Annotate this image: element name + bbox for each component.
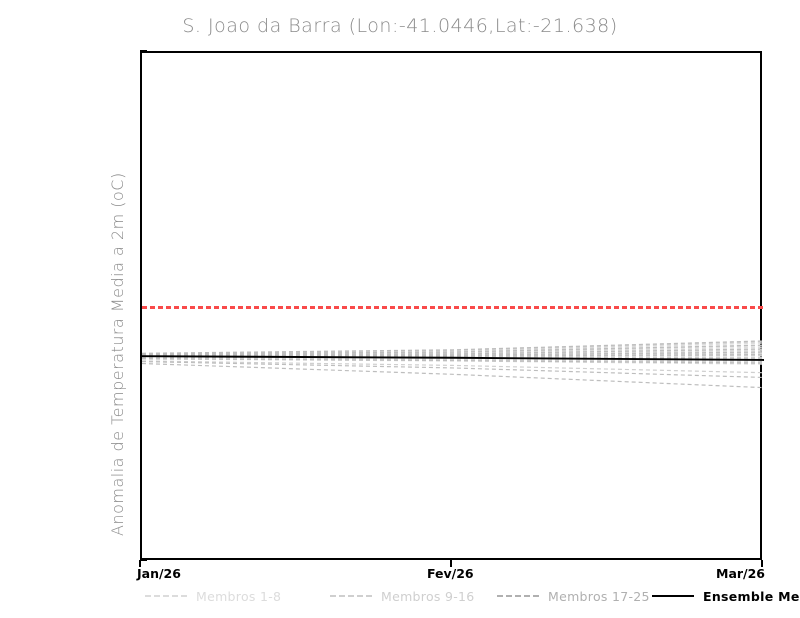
member-line — [142, 342, 764, 355]
member-line — [142, 358, 764, 364]
legend-label: Membros 17-25 — [548, 588, 650, 604]
member-line — [142, 360, 764, 379]
legend-label: Ensemble Mean — [703, 588, 800, 604]
member-line — [142, 346, 764, 356]
member-line — [142, 357, 764, 362]
member-line — [142, 344, 764, 355]
member-line — [142, 362, 764, 389]
ensemble-mean-line — [142, 355, 764, 361]
member-line — [142, 345, 764, 355]
legend-item[interactable]: Membros 9-16 — [330, 586, 475, 606]
x-axis-tick-mark — [139, 560, 141, 567]
member-line — [142, 357, 764, 363]
member-line — [142, 351, 764, 356]
legend-line-swatch — [497, 595, 539, 597]
x-axis-tick-label: Jan/26 — [137, 566, 181, 581]
legend-label: Membros 9-16 — [381, 588, 475, 604]
member-line — [142, 353, 764, 357]
y-axis-tick-mark — [140, 559, 147, 561]
x-axis-tick-label: Mar/26 — [716, 566, 765, 581]
x-axis-tick-label: Fev/26 — [427, 566, 474, 581]
chart-legend: Membros 1-8 Membros 9-16 Membros 17-25 Ense… — [140, 586, 800, 606]
legend-item[interactable]: Membros 1-8 — [145, 586, 281, 606]
series-lines — [142, 340, 764, 389]
legend-item[interactable]: Ensemble Mean — [652, 586, 800, 606]
y-axis-label: Anomalia de Temperatura Media a 2m (oC) — [108, 172, 127, 536]
legend-line-swatch — [652, 595, 694, 597]
x-axis-tick-mark — [761, 560, 763, 567]
member-line — [142, 340, 764, 354]
chart-title: S. Joao da Barra (Lon:-41.0446,Lat:-21.6… — [182, 15, 618, 37]
member-line — [142, 348, 764, 356]
data-layer — [142, 306, 764, 389]
x-axis-tick-mark — [450, 560, 452, 567]
member-line — [142, 341, 764, 355]
legend-line-swatch — [330, 595, 372, 597]
legend-label: Membros 1-8 — [196, 588, 282, 604]
plot-area — [140, 51, 764, 560]
legend-line-swatch — [145, 595, 187, 597]
member-line — [142, 360, 764, 374]
legend-item[interactable]: Membros 17-25 — [497, 586, 650, 606]
